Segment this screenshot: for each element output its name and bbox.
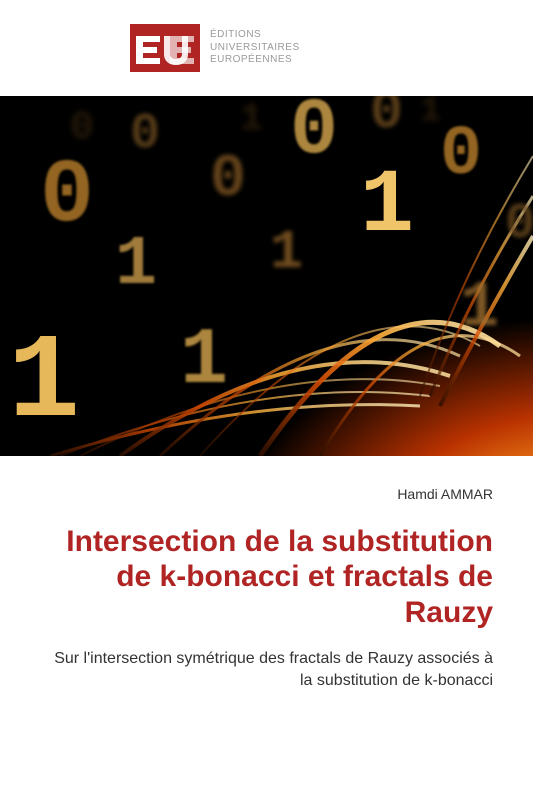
hero-swirl [0,96,533,456]
book-subtitle: Sur l'intersection symétrique des fracta… [40,648,493,691]
text-block: Hamdi AMMAR Intersection de la substitut… [0,456,533,691]
publisher-line3: EUROPÉENNES [210,54,300,67]
hero-image: 0101010101010011 [0,96,533,456]
book-cover: ÉDITIONS UNIVERSITAIRES EUROPÉENNES [0,0,533,800]
publisher-name: ÉDITIONS UNIVERSITAIRES EUROPÉENNES [210,29,300,67]
publisher-line2: UNIVERSITAIRES [210,42,300,55]
publisher-logo: ÉDITIONS UNIVERSITAIRES EUROPÉENNES [130,24,300,72]
logo-mark [130,24,200,72]
author-name: Hamdi AMMAR [40,486,493,502]
publisher-line1: ÉDITIONS [210,29,300,42]
publisher-header: ÉDITIONS UNIVERSITAIRES EUROPÉENNES [0,0,533,96]
book-title: Intersection de la substitution de k-bon… [40,524,493,630]
